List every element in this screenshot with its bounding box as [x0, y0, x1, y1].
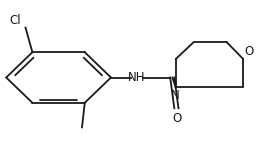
Text: N: N — [171, 89, 180, 102]
Text: NH: NH — [128, 71, 146, 84]
Text: Cl: Cl — [10, 14, 21, 27]
Text: O: O — [172, 112, 181, 125]
Text: O: O — [245, 45, 254, 58]
